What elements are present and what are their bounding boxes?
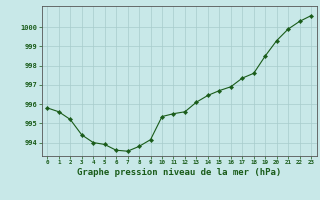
X-axis label: Graphe pression niveau de la mer (hPa): Graphe pression niveau de la mer (hPa): [77, 168, 281, 177]
